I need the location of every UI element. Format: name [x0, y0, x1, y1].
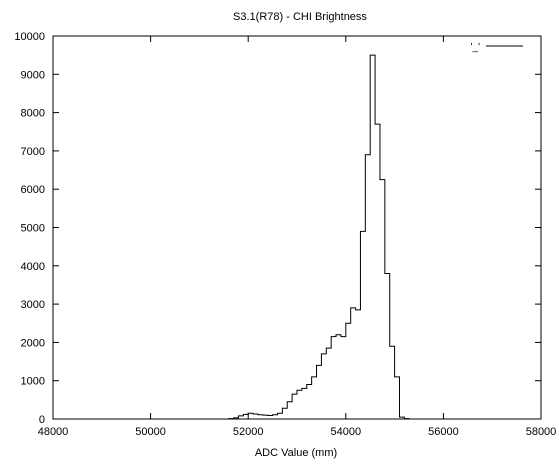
plot-frame — [52, 35, 542, 420]
chart-title: S3.1(R78) - CHI Brightness — [233, 11, 367, 23]
x-tick-label: 52000 — [233, 426, 264, 438]
y-tick-label: 3000 — [21, 299, 45, 311]
y-tick-label: 10000 — [14, 31, 45, 43]
x-tick-label: 58000 — [526, 426, 557, 438]
x-tick-label: 56000 — [428, 426, 459, 438]
x-axis-label: ADC Value (mm) — [255, 447, 337, 459]
x-tick-label: 48000 — [38, 426, 69, 438]
y-tick-label: 0 — [39, 414, 45, 426]
y-tick-label: 2000 — [21, 337, 45, 349]
y-tick-label: 8000 — [21, 108, 45, 120]
y-axis: 0 1000 2000 3000 4000 5000 6000 7000 8000 9000 100… — [14, 31, 541, 426]
y-tick-label: 4000 — [21, 261, 45, 273]
y-tick-label: 9000 — [21, 69, 45, 81]
series-layer — [53, 54, 541, 420]
y-tick-label: 6000 — [21, 184, 45, 196]
x-tick-label: 54000 — [331, 426, 362, 438]
x-tick-label: 50000 — [135, 426, 166, 438]
legend-label: '_' — [471, 42, 480, 53]
y-tick-label: 5000 — [21, 223, 45, 235]
y-tick-label: 7000 — [21, 146, 45, 158]
y-tick-label: 1000 — [21, 376, 45, 388]
legend: '_' — [471, 42, 523, 53]
x-axis: 48000 50000 52000 54000 56000 58000 — [38, 36, 557, 438]
histogram-step-line — [53, 54, 541, 420]
